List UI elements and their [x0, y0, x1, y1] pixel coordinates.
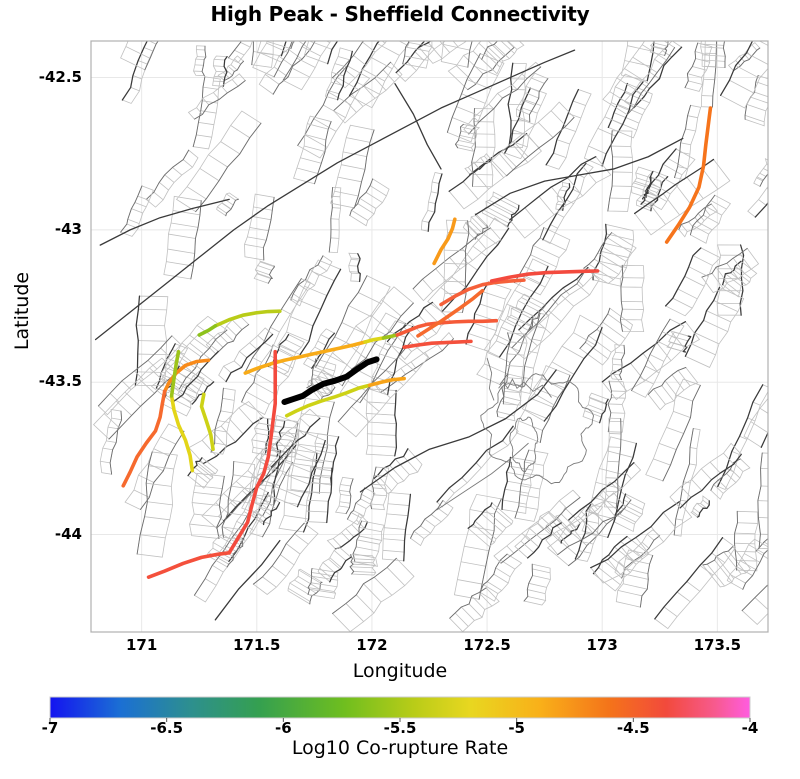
x-axis-label: Longitude: [352, 660, 448, 682]
connected-fault-6: [381, 333, 400, 340]
connected-fault-17: [169, 349, 181, 398]
y-tick-3: -44: [54, 524, 82, 543]
connected-fault-1: [197, 324, 218, 337]
connected-fault-10: [489, 269, 600, 283]
connected-fault-9: [439, 278, 526, 307]
connected-fault-5: [363, 336, 386, 344]
connected-fault-0: [213, 309, 282, 328]
colorbar-tick-2: -6: [274, 719, 292, 737]
connected-fault-12: [432, 217, 457, 266]
colorbar-label: Log10 Co-rupture Rate: [291, 737, 509, 759]
connected-fault-4: [243, 340, 367, 375]
y-tick-1: -43: [54, 219, 82, 238]
plot-background: [91, 41, 768, 632]
x-tick-4: 173: [586, 636, 618, 654]
colorbar-tick-6: -4: [741, 719, 759, 737]
connected-fault-13: [664, 106, 713, 244]
connected-fault-18: [199, 392, 215, 452]
colorbar-gradient: [49, 696, 751, 719]
source-fault-trace: [281, 356, 380, 405]
x-tick-3: 172.5: [463, 636, 511, 654]
gridlines: [91, 41, 768, 632]
connected-fault-15: [121, 389, 167, 488]
colorbar-tick-4: -5: [508, 719, 525, 737]
connected-fault-19: [227, 349, 278, 555]
x-tick-1: 171.5: [233, 636, 281, 654]
connected-fault-2: [284, 383, 372, 418]
y-tick-2: -43.5: [38, 372, 82, 391]
coastline-layer: [436, 357, 595, 511]
x-tick-2: 172: [356, 636, 388, 654]
colorbar-tick-3: -5.5: [383, 719, 417, 737]
connected-fault-3: [367, 376, 406, 388]
x-tick-5: 173.5: [693, 636, 742, 654]
connected-fault-20: [146, 550, 231, 579]
x-tick-0: 171: [126, 636, 158, 654]
colorbar-tick-5: -4.5: [616, 719, 650, 737]
map-canvas: [90, 40, 769, 633]
plot-frame: [90, 40, 769, 633]
connected-fault-11: [416, 289, 485, 338]
connected-faults-layer: [121, 106, 713, 579]
connected-fault-14: [162, 358, 211, 394]
colorbar-ticks: [49, 718, 751, 722]
colorbar-tick-1: -6.5: [150, 719, 184, 737]
background-fault-network: [93, 41, 768, 632]
connected-fault-16: [169, 394, 195, 473]
source-fault-layer: [281, 356, 380, 405]
y-tick-0: -42.5: [38, 67, 82, 86]
colorbar-tick-0: -7: [41, 719, 59, 737]
chart-title: High Peak - Sheffield Connectivity: [210, 2, 590, 26]
connected-fault-8: [402, 339, 473, 349]
